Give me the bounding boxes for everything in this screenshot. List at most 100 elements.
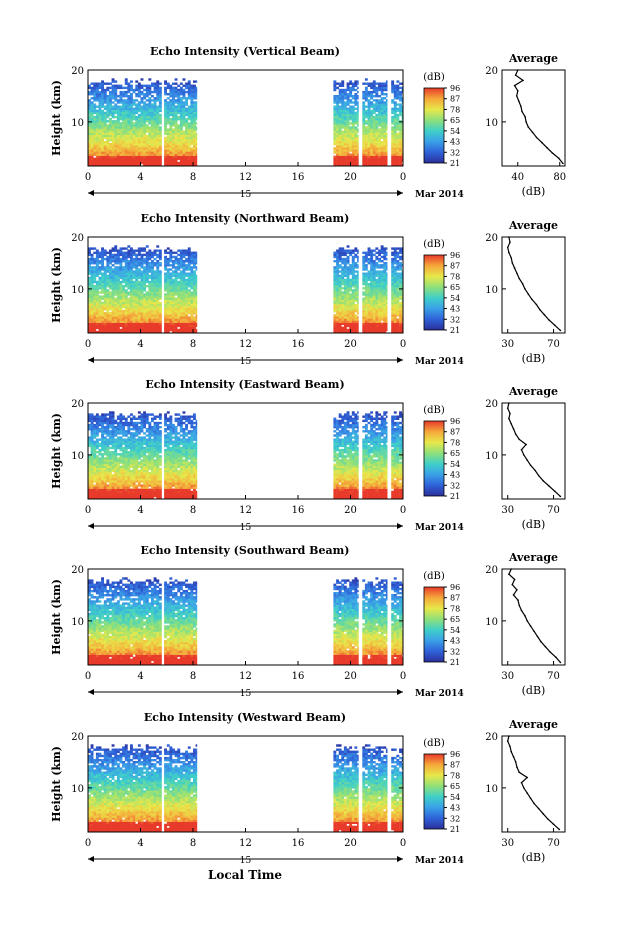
heatmap-cell bbox=[367, 126, 371, 129]
heatmap-cell bbox=[351, 301, 355, 305]
heatmap-cell bbox=[346, 287, 350, 290]
heatmap-cell bbox=[158, 157, 162, 161]
heatmap-cell bbox=[127, 249, 131, 252]
heatmap-cell bbox=[195, 90, 198, 94]
heatmap-cell bbox=[193, 293, 196, 296]
heatmap-cell bbox=[185, 291, 188, 294]
heatmap-cell bbox=[346, 270, 350, 273]
heatmap-cell bbox=[106, 88, 110, 92]
heatmap-cell bbox=[333, 291, 337, 294]
heatmap-cell bbox=[164, 155, 167, 158]
heatmap-cell bbox=[343, 132, 347, 135]
heatmap-cell bbox=[182, 130, 186, 133]
heatmap-cell bbox=[98, 291, 102, 294]
heatmap-cell bbox=[351, 270, 355, 273]
month-label: Mar 2014 bbox=[415, 357, 464, 367]
heatmap-cell bbox=[362, 322, 366, 325]
heatmap-cell bbox=[172, 282, 175, 286]
heatmap-cell bbox=[124, 80, 128, 83]
heatmap-cell bbox=[185, 320, 188, 323]
heatmap-cell bbox=[93, 289, 97, 292]
heatmap-cell bbox=[177, 293, 181, 296]
heatmap-cell bbox=[143, 314, 146, 317]
heatmap-cell bbox=[116, 157, 120, 161]
heatmap-cell bbox=[164, 303, 167, 307]
heatmap-cell bbox=[174, 157, 178, 161]
heatmap-cell bbox=[122, 247, 125, 250]
heatmap-cell bbox=[174, 255, 178, 259]
heatmap-cell bbox=[364, 113, 368, 117]
heatmap-cell bbox=[88, 272, 91, 275]
heatmap-cell bbox=[88, 157, 91, 161]
heatmap-cell bbox=[137, 297, 141, 300]
heatmap-cell bbox=[177, 310, 181, 313]
heatmap-cell bbox=[338, 161, 342, 165]
heatmap-cell bbox=[378, 316, 381, 319]
heatmap-cell bbox=[127, 303, 131, 307]
heatmap-cell bbox=[367, 301, 371, 305]
heatmap-cell bbox=[174, 320, 178, 323]
heatmap-cell bbox=[383, 328, 387, 332]
heatmap-cell bbox=[148, 320, 152, 323]
heatmap-cell bbox=[399, 132, 402, 135]
heatmap-cell bbox=[341, 147, 345, 150]
heatmap-cell bbox=[172, 280, 175, 284]
heatmap-cell bbox=[177, 287, 181, 290]
heatmap-cell bbox=[145, 301, 149, 305]
heatmap-cell bbox=[140, 322, 144, 325]
heatmap-cell bbox=[370, 272, 374, 275]
heatmap-cell bbox=[137, 282, 141, 286]
heatmap-cell bbox=[396, 312, 400, 315]
heatmap-cell bbox=[351, 111, 355, 115]
heatmap-cell bbox=[380, 115, 384, 119]
heatmap-cell bbox=[362, 297, 366, 300]
heatmap-cell bbox=[90, 255, 94, 259]
heatmap-cell bbox=[333, 278, 337, 282]
heatmap-cell bbox=[106, 276, 110, 280]
heatmap-cell bbox=[140, 293, 144, 296]
heatmap-cell bbox=[185, 120, 188, 123]
heatmap-cell bbox=[158, 324, 162, 328]
heatmap-cell bbox=[145, 115, 149, 119]
heatmap-cell bbox=[119, 280, 123, 284]
heatmap-cell bbox=[127, 268, 131, 271]
heatmap-cell bbox=[391, 90, 395, 94]
heatmap-cell bbox=[391, 111, 395, 115]
colorbar-tick-label: 54 bbox=[450, 294, 460, 303]
heatmap-cell bbox=[140, 124, 144, 127]
heatmap-cell bbox=[172, 318, 175, 321]
heatmap-cell bbox=[88, 161, 91, 165]
heatmap-cell bbox=[135, 318, 139, 321]
heatmap-cell bbox=[351, 86, 355, 90]
heatmap-cell bbox=[106, 113, 110, 117]
heatmap-cell bbox=[182, 324, 186, 328]
heatmap-cell bbox=[391, 291, 395, 294]
heatmap-cell bbox=[179, 101, 183, 104]
heatmap-cell bbox=[111, 124, 115, 127]
heatmap-cell bbox=[193, 287, 196, 290]
heatmap-cell bbox=[367, 93, 371, 96]
heatmap-cell bbox=[364, 312, 368, 315]
heatmap-cell bbox=[370, 285, 374, 288]
heatmap-cell bbox=[130, 249, 133, 252]
heatmap-cell bbox=[124, 305, 128, 309]
heatmap-cell bbox=[367, 328, 371, 332]
heatmap-cell bbox=[383, 247, 387, 250]
heatmap-cell bbox=[158, 301, 162, 305]
heatmap-cell bbox=[364, 268, 368, 271]
heatmap-cell bbox=[193, 101, 196, 104]
heatmap-cell bbox=[378, 257, 381, 261]
heatmap-cell bbox=[391, 143, 395, 146]
heatmap-cell bbox=[111, 295, 115, 298]
heatmap-cell bbox=[145, 291, 149, 294]
heatmap-cell bbox=[172, 272, 175, 275]
heatmap-cell bbox=[88, 266, 91, 269]
heatmap-cell bbox=[396, 272, 400, 275]
heatmap-cell bbox=[106, 111, 110, 115]
heatmap-cell bbox=[396, 328, 400, 332]
heatmap-cell bbox=[182, 278, 186, 282]
heatmap-cell bbox=[195, 291, 198, 294]
heatmap-cell bbox=[166, 328, 170, 332]
heatmap-cell bbox=[106, 289, 110, 292]
heatmap-cell bbox=[179, 163, 183, 167]
